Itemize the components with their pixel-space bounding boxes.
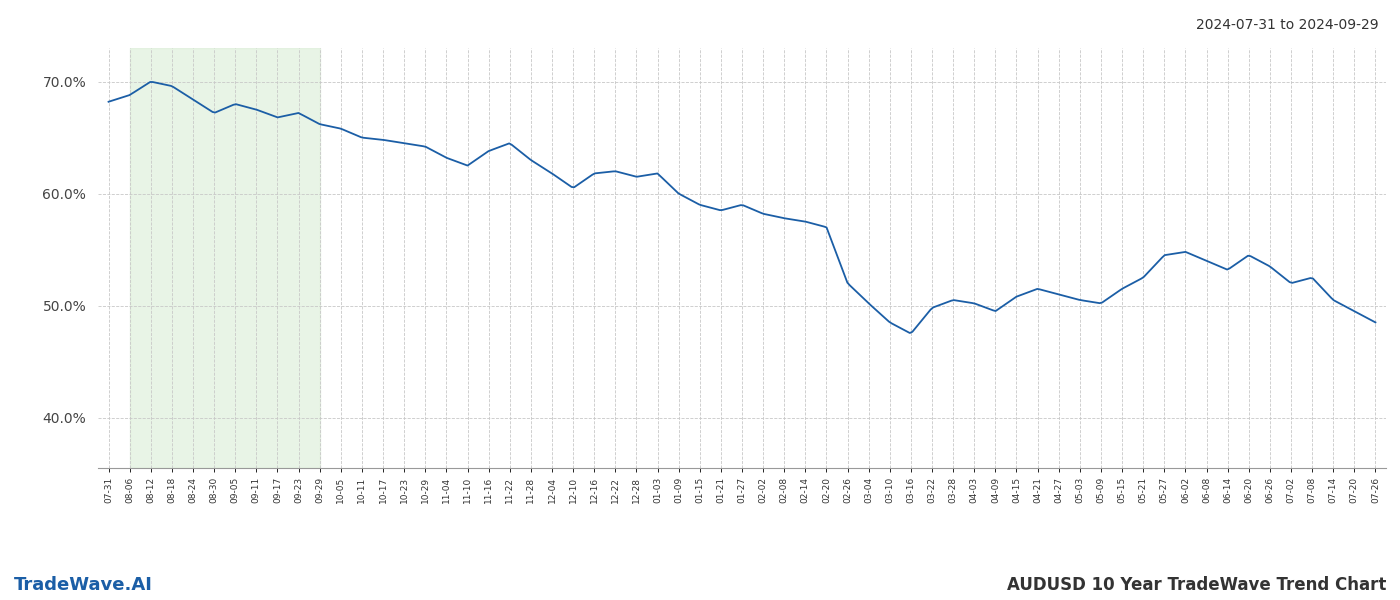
Text: AUDUSD 10 Year TradeWave Trend Chart: AUDUSD 10 Year TradeWave Trend Chart <box>1007 576 1386 594</box>
Text: TradeWave.AI: TradeWave.AI <box>14 576 153 594</box>
Bar <box>130 48 319 468</box>
Text: 2024-07-31 to 2024-09-29: 2024-07-31 to 2024-09-29 <box>1197 18 1379 32</box>
